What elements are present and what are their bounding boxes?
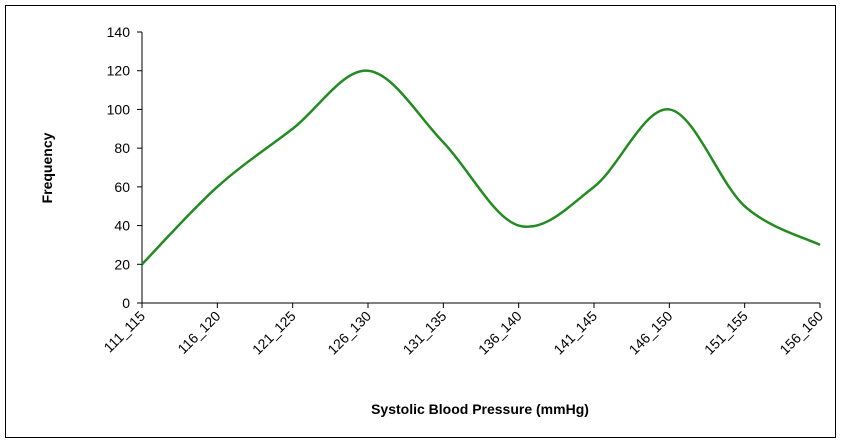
x-axis-title: Systolic Blood Pressure (mmHg) (371, 401, 589, 417)
y-axis-title: Frequency (39, 132, 55, 203)
y-tick-label: 40 (114, 218, 130, 234)
y-tick-label: 140 (107, 24, 131, 40)
y-tick-label: 100 (107, 101, 131, 117)
y-tick-label: 20 (114, 256, 130, 272)
y-tick-label: 0 (122, 295, 130, 311)
y-tick-label: 120 (107, 63, 131, 79)
y-tick-label: 80 (114, 140, 130, 156)
chart-border (5, 5, 836, 438)
line-series (141, 69, 821, 266)
y-tick-label: 60 (114, 179, 130, 195)
